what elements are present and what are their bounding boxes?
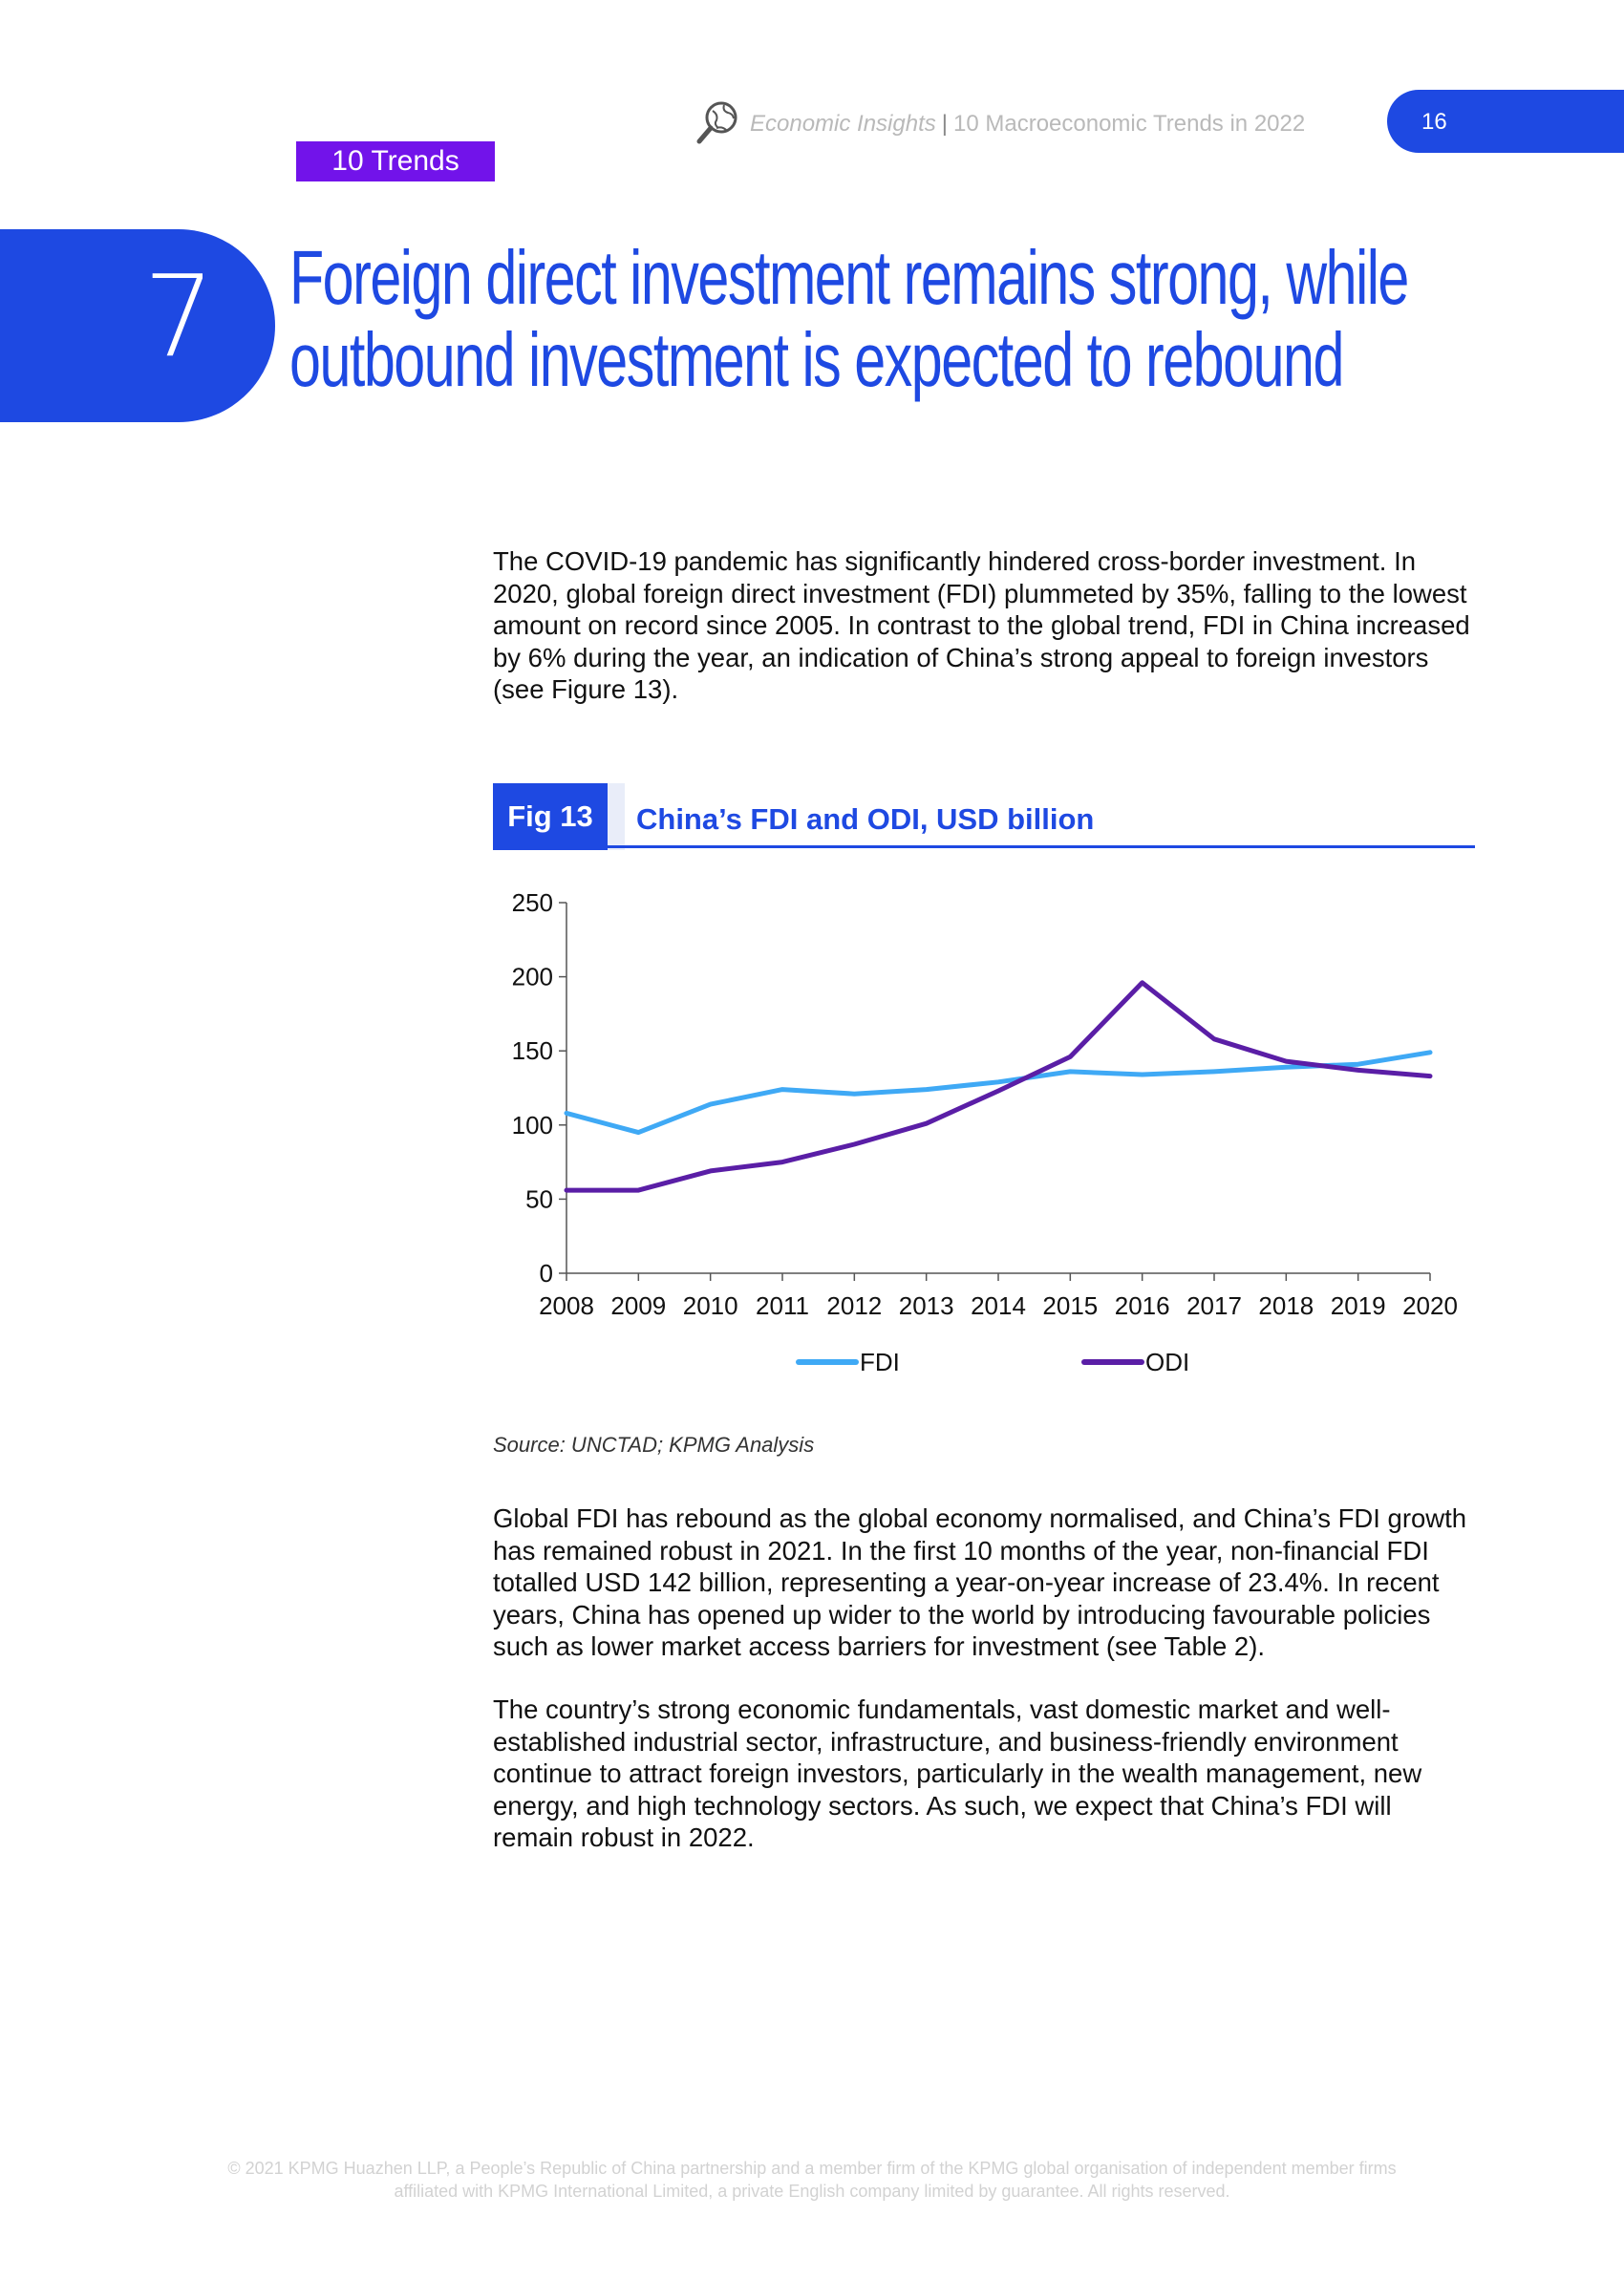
section-number-tab <box>0 229 275 422</box>
section-title: Foreign direct investment remains strong… <box>289 235 1409 402</box>
y-tick-label: 250 <box>512 888 553 917</box>
body-paragraph-2: Global FDI has rebound as the global eco… <box>493 1503 1467 1661</box>
copyright-line-1: © 2021 KPMG Huazhen LLP, a People’s Repu… <box>227 2159 1397 2178</box>
y-tick-label: 0 <box>540 1259 553 1288</box>
publication-name: Economic Insights <box>750 111 936 137</box>
running-header: Economic Insights | 10 Macroeconomic Trend… <box>750 111 1305 138</box>
x-tick-label: 2008 <box>539 1291 594 1320</box>
y-tick-label: 200 <box>512 963 553 991</box>
section-number: 7 <box>143 250 216 382</box>
section-tag: 10 Trends <box>296 141 495 181</box>
legend-label-fdi: FDI <box>860 1348 900 1376</box>
legend-label-odi: ODI <box>1145 1348 1189 1376</box>
report-name: 10 Macroeconomic Trends in 2022 <box>953 111 1306 137</box>
magnifier-globe-icon <box>695 99 741 145</box>
page-number-tab: 16 <box>1387 90 1624 153</box>
figure-title-rule <box>608 845 1475 848</box>
body-paragraph-3: The country’s strong economic fundamenta… <box>493 1694 1422 1852</box>
header-separator: | <box>941 111 948 137</box>
fdi-odi-line-chart: 0 50 100 150 200 250 2008 2009 2010 2011 2012 2013 2… <box>512 888 1458 1376</box>
y-tick-label: 50 <box>525 1184 553 1213</box>
section-title-line-1: Foreign direct investment remains strong… <box>289 235 1409 320</box>
x-tick-label: 2009 <box>610 1291 666 1320</box>
series-line-odi <box>564 980 1433 1193</box>
x-tick-label: 2020 <box>1402 1291 1458 1320</box>
figure-source: Source: UNCTAD; KPMG Analysis <box>493 1433 815 1457</box>
body-paragraph-1: The COVID-19 pandemic has significantly … <box>493 546 1470 704</box>
copyright-footer: © 2021 KPMG Huazhen LLP, a People’s Repu… <box>143 2157 1481 2203</box>
x-tick-label: 2012 <box>826 1291 882 1320</box>
y-tick-label: 150 <box>512 1036 553 1065</box>
x-tick-label: 2010 <box>683 1291 738 1320</box>
x-tick-label: 2017 <box>1186 1291 1242 1320</box>
figure-label-accent <box>608 783 625 850</box>
copyright-line-2: affiliated with KPMG International Limit… <box>394 2182 1230 2201</box>
x-tick-label: 2015 <box>1042 1291 1098 1320</box>
figure-title: China’s FDI and ODI, USD billion <box>636 802 1095 836</box>
x-tick-label: 2019 <box>1331 1291 1386 1320</box>
figure-label: Fig 13 <box>493 783 608 850</box>
page-number: 16 <box>1421 109 1447 135</box>
series-line-fdi <box>564 1050 1433 1136</box>
x-tick-label: 2014 <box>971 1291 1026 1320</box>
x-tick-label: 2018 <box>1258 1291 1314 1320</box>
x-tick-label: 2011 <box>756 1291 809 1320</box>
y-tick-label: 100 <box>512 1111 553 1140</box>
x-tick-label: 2016 <box>1115 1291 1170 1320</box>
section-title-line-2: outbound investment is expected to rebou… <box>289 317 1344 402</box>
x-tick-label: 2013 <box>899 1291 954 1320</box>
